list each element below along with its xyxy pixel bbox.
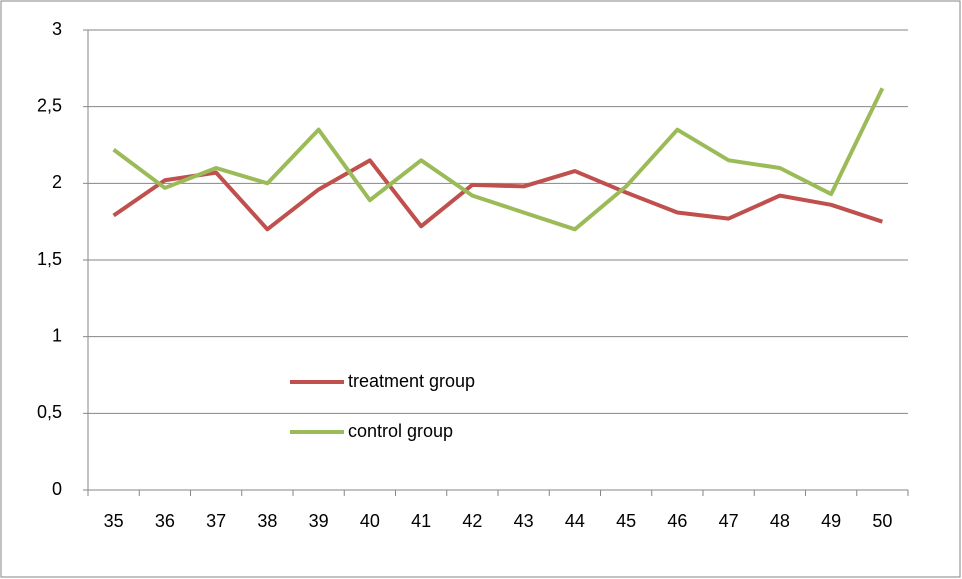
legend-label: treatment group: [348, 371, 475, 391]
y-tick-label: 2: [52, 172, 62, 192]
x-tick-label: 43: [514, 511, 534, 531]
x-tick-label: 49: [821, 511, 841, 531]
x-tick-label: 41: [411, 511, 431, 531]
y-tick-label: 0: [52, 479, 62, 499]
series-line: [112, 87, 885, 232]
x-tick-label: 50: [872, 511, 892, 531]
y-tick-label: 1: [52, 325, 62, 345]
y-tick-label: 1,5: [37, 249, 62, 269]
y-tick-label: 3: [52, 19, 62, 39]
x-tick-label: 45: [616, 511, 636, 531]
y-tick-label: 0,5: [37, 402, 62, 422]
x-tick-label: 36: [155, 511, 175, 531]
y-tick-label: 2,5: [37, 95, 62, 115]
x-tick-label: 37: [206, 511, 226, 531]
x-tick-label: 38: [257, 511, 277, 531]
x-tick-label: 47: [719, 511, 739, 531]
x-tick-label: 42: [462, 511, 482, 531]
x-tick-label: 35: [104, 511, 124, 531]
series-line: [112, 158, 884, 232]
x-tick-label: 48: [770, 511, 790, 531]
legend-label: control group: [348, 421, 453, 441]
x-tick-label: 39: [309, 511, 329, 531]
x-tick-label: 40: [360, 511, 380, 531]
x-tick-label: 44: [565, 511, 585, 531]
x-tick-label: 46: [667, 511, 687, 531]
